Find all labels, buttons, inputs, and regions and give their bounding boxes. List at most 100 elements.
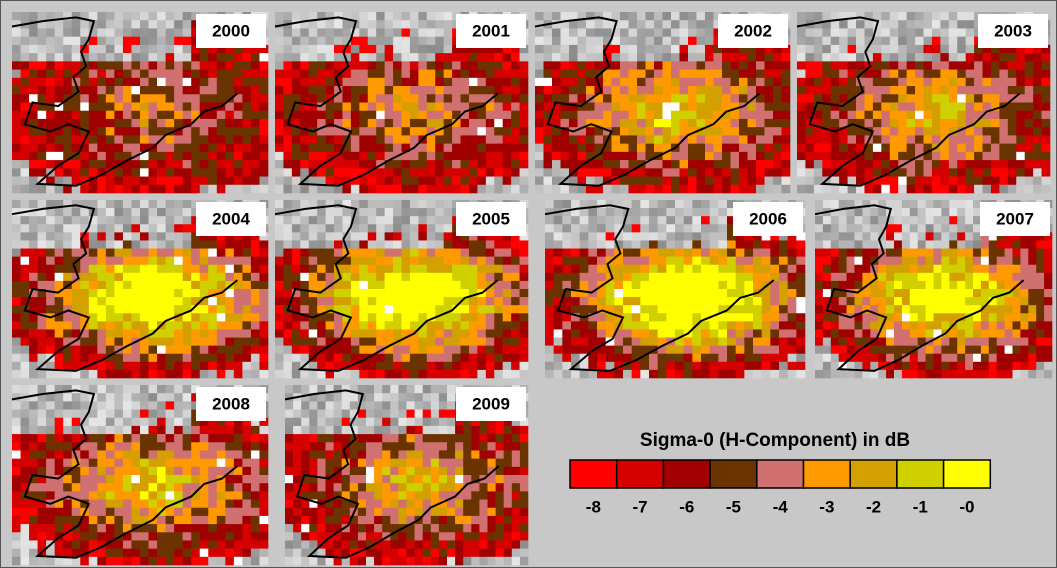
map-cell [80,168,89,177]
map-cell [578,94,587,103]
map-cell [351,249,360,257]
map-cell [748,78,757,87]
map-cell [934,224,942,232]
map-cell [326,329,335,337]
map-cell [225,338,234,346]
map-cell [106,216,115,224]
map-cell [123,111,132,120]
map-cell [782,119,791,128]
map-cell [831,111,840,120]
map-cell [351,370,360,378]
map-cell [862,208,870,216]
map-cell [999,94,1008,103]
map-cell [756,160,765,169]
map-cell [427,70,436,79]
map-cell [359,185,368,194]
map-cell [640,224,649,232]
map-cell [705,160,714,169]
map-cell [326,37,335,46]
map-cell [174,119,183,128]
map-cell [191,265,200,273]
map-cell [1025,61,1034,70]
map-cell [580,232,589,240]
map-cell [902,208,910,216]
map-cell [710,232,719,240]
map-cell [292,78,301,87]
map-cell [688,20,697,29]
map-cell [385,12,394,21]
map-cell [427,12,436,21]
map-cell [805,185,814,194]
map-cell [739,185,748,194]
map-cell [1013,273,1021,281]
map-cell [535,78,544,87]
map-cell [283,240,292,248]
map-cell [554,265,563,273]
map-cell [351,346,360,354]
map-cell [788,305,797,313]
map-cell [418,249,427,257]
map-cell [326,70,335,79]
map-cell [494,321,503,329]
map-cell [705,86,714,95]
map-cell [848,45,857,54]
map-cell [106,61,115,70]
map-cell [444,329,453,337]
map-cell [632,289,641,297]
map-cell [166,78,175,87]
map-cell [632,240,641,248]
map-cell [773,177,782,186]
map-cell [140,313,149,321]
map-cell [21,338,30,346]
map-cell [815,273,823,281]
map-cell [114,281,123,289]
map-cell [183,289,192,297]
map-cell [38,224,47,232]
map-cell [191,354,200,362]
map-cell [435,119,444,128]
map-cell [166,289,175,297]
map-cell [435,168,444,177]
map-cell [300,338,309,346]
map-cell [666,249,675,257]
map-cell [822,160,831,169]
map-cell [710,329,719,337]
map-cell [675,297,684,305]
map-cell [242,273,251,281]
map-cell [578,70,587,79]
map-cell [680,177,689,186]
map-cell [89,78,98,87]
map-cell [701,305,710,313]
map-cell [259,78,268,87]
map-cell [317,94,326,103]
map-cell [722,86,731,95]
map-cell [427,338,436,346]
map-cell [805,144,814,153]
map-cell [890,185,899,194]
map-cell [359,200,368,208]
map-cell [292,12,301,21]
map-cell [805,53,814,62]
map-cell [469,346,478,354]
map-cell [225,135,234,144]
map-cell [915,86,924,95]
map-cell [692,208,701,216]
map-cell [1033,185,1042,194]
map-cell [300,45,309,54]
map-cell [1008,78,1017,87]
map-cell [756,168,765,177]
map-cell [684,265,693,273]
map-cell [762,305,771,313]
map-cell [957,78,966,87]
map-cell [924,28,933,37]
map-cell [511,152,520,161]
map-cell [692,346,701,354]
map-cell [131,249,140,257]
map-cell [393,329,402,337]
map-cell [1016,103,1025,112]
map-cell [275,37,284,46]
map-cell [520,168,529,177]
map-cell [29,321,38,329]
map-cell [97,160,106,169]
map-cell [292,37,301,46]
